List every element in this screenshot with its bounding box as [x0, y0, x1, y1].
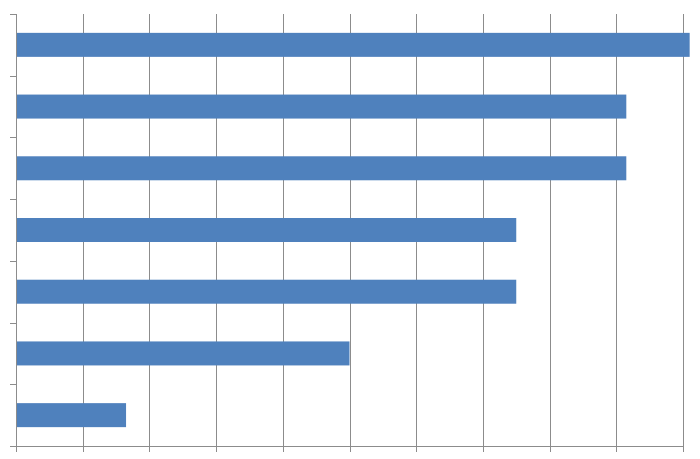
bars — [16, 32, 690, 428]
bar — [16, 279, 517, 304]
bar — [16, 156, 627, 181]
axes — [10, 14, 684, 452]
bar — [16, 218, 517, 242]
bar — [16, 341, 350, 366]
bar — [16, 32, 690, 57]
bar — [16, 403, 127, 428]
bar — [16, 94, 627, 119]
